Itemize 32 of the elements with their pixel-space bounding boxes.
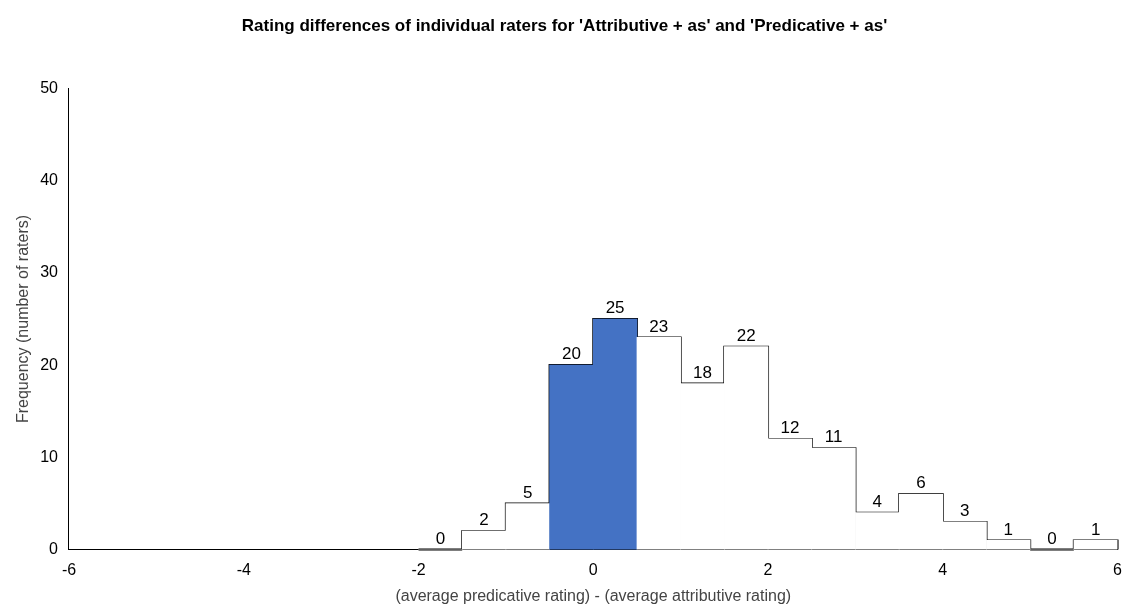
x-tick-label: -6 bbox=[61, 560, 77, 578]
y-tick-label: 20 bbox=[40, 355, 59, 373]
data-label: 11 bbox=[824, 427, 843, 447]
y-tick-label: 10 bbox=[40, 447, 59, 465]
x-tick-label: -4 bbox=[236, 560, 251, 578]
x-axis-title: (average predicative rating) - (average attributive rating) bbox=[395, 586, 792, 604]
x-tick-label: 2 bbox=[763, 560, 773, 578]
data-label: 25 bbox=[605, 298, 625, 318]
data-label: 0 bbox=[435, 528, 446, 548]
chart-title: Rating differences of individual raters for 'Attributive + as' and 'Predicative + as' bbox=[241, 15, 888, 35]
data-label: 5 bbox=[523, 482, 533, 502]
data-label: 20 bbox=[561, 344, 581, 364]
y-tick-label: 50 bbox=[40, 78, 59, 96]
data-label: 4 bbox=[872, 491, 882, 511]
y-tick-label: 0 bbox=[49, 540, 59, 558]
y-tick-label: 40 bbox=[40, 171, 59, 189]
data-label: 1 bbox=[1003, 519, 1014, 539]
data-label: 3 bbox=[959, 501, 970, 521]
x-tick-label: -2 bbox=[411, 560, 426, 578]
data-label: 1 bbox=[1090, 519, 1101, 539]
data-label: 6 bbox=[916, 473, 926, 493]
y-tick-label: 30 bbox=[40, 263, 59, 281]
data-label: 2 bbox=[479, 510, 489, 530]
data-label: 18 bbox=[693, 362, 712, 382]
data-label: 23 bbox=[649, 316, 669, 336]
x-tick-label: 4 bbox=[938, 560, 948, 578]
x-tick-label: 0 bbox=[588, 560, 598, 578]
data-label: 22 bbox=[736, 325, 756, 345]
data-label: 12 bbox=[780, 418, 800, 438]
data-label: 0 bbox=[1047, 528, 1057, 548]
y-axis-title: Frequency (number of raters) bbox=[14, 214, 32, 424]
x-tick-label: 6 bbox=[1113, 560, 1123, 578]
